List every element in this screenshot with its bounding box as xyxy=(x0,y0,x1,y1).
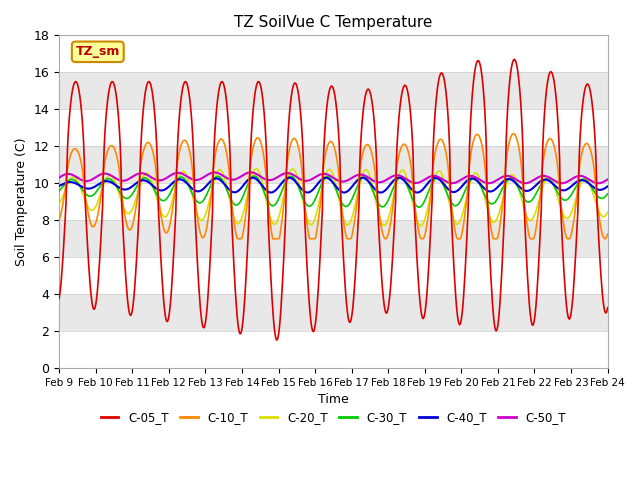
C-50_T xyxy=(122,178,129,183)
C-10_T xyxy=(234,236,241,241)
C-30_T xyxy=(65,177,73,183)
C-50_T xyxy=(484,180,492,186)
C-05_T xyxy=(401,83,408,88)
Bar xyxy=(59,220,607,257)
C-05_T xyxy=(273,337,280,343)
C-05_T xyxy=(417,306,424,312)
C-20_T xyxy=(604,209,611,215)
C-20_T xyxy=(122,208,129,214)
C-10_T xyxy=(55,217,63,223)
C-40_T xyxy=(206,179,214,184)
C-05_T xyxy=(206,256,214,262)
C-30_T xyxy=(401,178,408,184)
C-20_T xyxy=(418,223,426,228)
C-05_T xyxy=(65,118,73,124)
C-20_T xyxy=(177,170,185,176)
C-50_T xyxy=(401,175,408,181)
C-10_T xyxy=(510,131,518,136)
C-30_T xyxy=(206,184,214,190)
C-30_T xyxy=(415,204,423,210)
C-10_T xyxy=(417,236,424,241)
C-50_T xyxy=(55,175,63,180)
C-30_T xyxy=(604,191,611,197)
C-50_T xyxy=(206,170,214,176)
C-05_T xyxy=(55,296,63,301)
C-30_T xyxy=(418,203,426,209)
Line: C-20_T: C-20_T xyxy=(59,168,607,226)
C-40_T xyxy=(249,175,257,180)
C-40_T xyxy=(65,179,73,185)
C-30_T xyxy=(177,174,185,180)
C-10_T xyxy=(122,216,129,222)
C-20_T xyxy=(206,194,214,200)
Text: TZ_sm: TZ_sm xyxy=(76,45,120,58)
C-10_T xyxy=(177,142,185,148)
C-10_T xyxy=(65,157,73,163)
C-50_T xyxy=(65,171,73,177)
C-30_T xyxy=(55,188,63,194)
C-20_T xyxy=(401,169,408,175)
C-20_T xyxy=(55,201,63,207)
Legend: C-05_T, C-10_T, C-20_T, C-30_T, C-40_T, C-50_T: C-05_T, C-10_T, C-20_T, C-30_T, C-40_T, … xyxy=(96,407,571,429)
Line: C-30_T: C-30_T xyxy=(59,176,607,207)
C-30_T xyxy=(122,195,129,201)
Y-axis label: Soil Temperature (C): Soil Temperature (C) xyxy=(15,137,28,266)
Line: C-10_T: C-10_T xyxy=(59,133,607,239)
Bar xyxy=(59,183,607,220)
C-40_T xyxy=(604,183,611,189)
C-05_T xyxy=(511,57,518,62)
C-20_T xyxy=(417,223,424,228)
C-40_T xyxy=(122,187,129,192)
Bar xyxy=(59,36,607,72)
Bar xyxy=(59,257,607,294)
Bar xyxy=(59,72,607,109)
Line: C-40_T: C-40_T xyxy=(59,178,607,192)
C-30_T xyxy=(251,173,259,179)
C-05_T xyxy=(177,95,185,100)
C-50_T xyxy=(177,170,185,176)
C-10_T xyxy=(401,142,408,147)
C-50_T xyxy=(417,179,424,185)
C-40_T xyxy=(418,188,426,193)
C-40_T xyxy=(402,179,410,185)
Title: TZ SoilVue C Temperature: TZ SoilVue C Temperature xyxy=(234,15,433,30)
C-40_T xyxy=(177,177,185,182)
C-05_T xyxy=(604,305,611,311)
Bar xyxy=(59,146,607,183)
C-10_T xyxy=(206,201,214,206)
Bar xyxy=(59,294,607,331)
Bar xyxy=(59,109,607,146)
C-50_T xyxy=(604,177,611,182)
C-50_T xyxy=(247,169,255,175)
Line: C-50_T: C-50_T xyxy=(59,172,607,183)
C-40_T xyxy=(55,183,63,189)
C-20_T xyxy=(252,166,260,171)
X-axis label: Time: Time xyxy=(318,394,349,407)
Bar xyxy=(59,331,607,368)
Line: C-05_T: C-05_T xyxy=(59,60,607,340)
C-10_T xyxy=(604,231,611,237)
C-40_T xyxy=(268,190,275,195)
C-05_T xyxy=(122,271,129,277)
C-20_T xyxy=(65,179,73,184)
